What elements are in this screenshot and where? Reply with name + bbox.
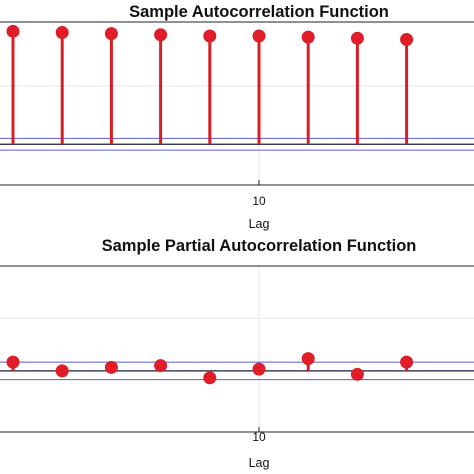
- pacf-panel: Sample Partial Autocorrelation Function …: [0, 237, 474, 470]
- acf-marker-lag-14: [350, 31, 364, 45]
- acf-marker-lag-4: [104, 27, 118, 41]
- pacf-marker-lag-8: [203, 371, 217, 385]
- pacf-marker-lag-12: [301, 352, 315, 366]
- acf-panel: Sample Autocorrelation Function 10 Lag: [0, 3, 474, 231]
- pacf-title: Sample Partial Autocorrelation Function: [102, 237, 417, 255]
- pacf-marker-lag-0: [6, 355, 20, 369]
- acf-axes-box: [0, 21, 474, 186]
- pacf-plot-area: [0, 265, 474, 433]
- pacf-x-axis-label: Lag: [249, 456, 270, 470]
- acf-x-axis-label: Lag: [249, 217, 270, 231]
- acf-x-tick-10: 10: [252, 194, 266, 208]
- acf-marker-lag-0: [6, 24, 20, 38]
- pacf-marker-lag-6: [154, 359, 168, 373]
- pacf-marker-lag-10: [252, 362, 266, 376]
- pacf-axes-box: [0, 265, 474, 433]
- acf-marker-lag-2: [55, 25, 69, 39]
- pacf-marker-lag-16: [400, 355, 414, 369]
- pacf-marker-lag-14: [350, 367, 364, 381]
- acf-title: Sample Autocorrelation Function: [129, 3, 389, 21]
- acf-marker-lag-12: [301, 30, 315, 44]
- acf-plot-area: [0, 21, 474, 186]
- pacf-x-tick-10: 10: [252, 430, 266, 444]
- acf-marker-lag-16: [400, 32, 414, 46]
- pacf-marker-lag-2: [55, 364, 69, 378]
- acf-marker-lag-10: [252, 29, 266, 43]
- pacf-marker-lag-4: [104, 360, 118, 374]
- acf-marker-lag-6: [154, 28, 168, 42]
- acf-marker-lag-8: [203, 29, 217, 43]
